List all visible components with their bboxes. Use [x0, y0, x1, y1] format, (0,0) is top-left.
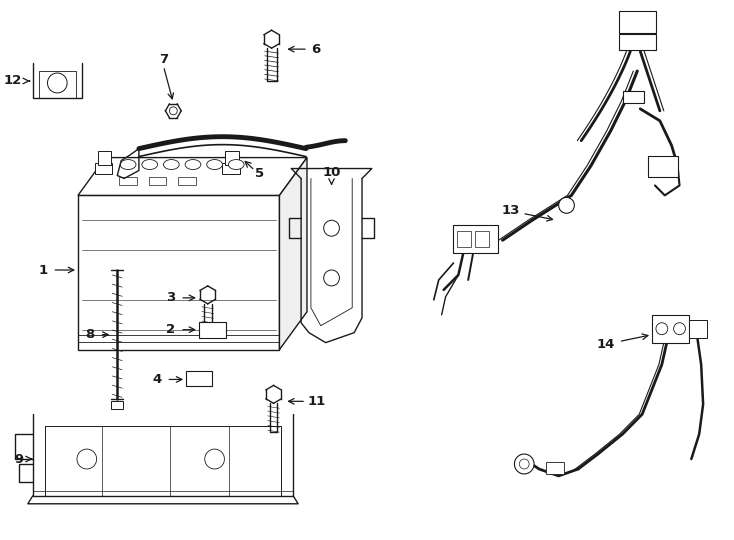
Bar — [619, 34, 656, 50]
Circle shape — [520, 459, 529, 469]
Bar — [186, 372, 211, 387]
Circle shape — [515, 454, 534, 474]
Bar — [95, 163, 112, 174]
Text: 11: 11 — [308, 395, 326, 408]
Ellipse shape — [185, 160, 201, 170]
Bar — [225, 151, 239, 165]
Circle shape — [674, 323, 686, 335]
Bar — [78, 195, 280, 349]
Circle shape — [170, 107, 177, 115]
Circle shape — [656, 323, 668, 335]
Text: 1: 1 — [38, 264, 48, 276]
Bar — [457, 231, 471, 247]
Text: 7: 7 — [159, 52, 168, 65]
Polygon shape — [78, 158, 307, 195]
Text: 6: 6 — [311, 43, 320, 56]
Bar — [475, 231, 489, 247]
Text: 8: 8 — [85, 328, 95, 341]
Polygon shape — [280, 158, 307, 349]
Circle shape — [205, 449, 225, 469]
Text: 2: 2 — [166, 323, 175, 336]
Bar — [622, 91, 644, 103]
Ellipse shape — [164, 160, 179, 170]
Bar — [648, 156, 677, 178]
Ellipse shape — [120, 160, 136, 170]
Bar — [112, 401, 123, 409]
Text: 3: 3 — [166, 292, 175, 305]
Bar — [546, 462, 564, 474]
Text: 9: 9 — [15, 453, 24, 465]
Text: 14: 14 — [596, 338, 614, 351]
Bar — [119, 178, 137, 185]
Bar — [689, 320, 707, 338]
Text: 4: 4 — [152, 373, 161, 386]
Bar — [652, 315, 689, 342]
Bar — [149, 178, 167, 185]
Circle shape — [559, 198, 574, 213]
Text: 5: 5 — [255, 167, 264, 180]
Bar — [98, 151, 112, 165]
Circle shape — [324, 220, 339, 236]
Ellipse shape — [228, 160, 244, 170]
Text: 10: 10 — [322, 166, 341, 179]
Circle shape — [48, 73, 67, 93]
Circle shape — [77, 449, 97, 469]
Bar — [619, 11, 656, 33]
Bar — [454, 225, 498, 253]
Bar — [178, 178, 196, 185]
Ellipse shape — [142, 160, 158, 170]
Ellipse shape — [207, 160, 222, 170]
Text: 12: 12 — [4, 75, 22, 87]
Circle shape — [324, 270, 339, 286]
Bar — [222, 163, 240, 174]
Text: 13: 13 — [502, 204, 520, 217]
Bar — [199, 322, 226, 338]
